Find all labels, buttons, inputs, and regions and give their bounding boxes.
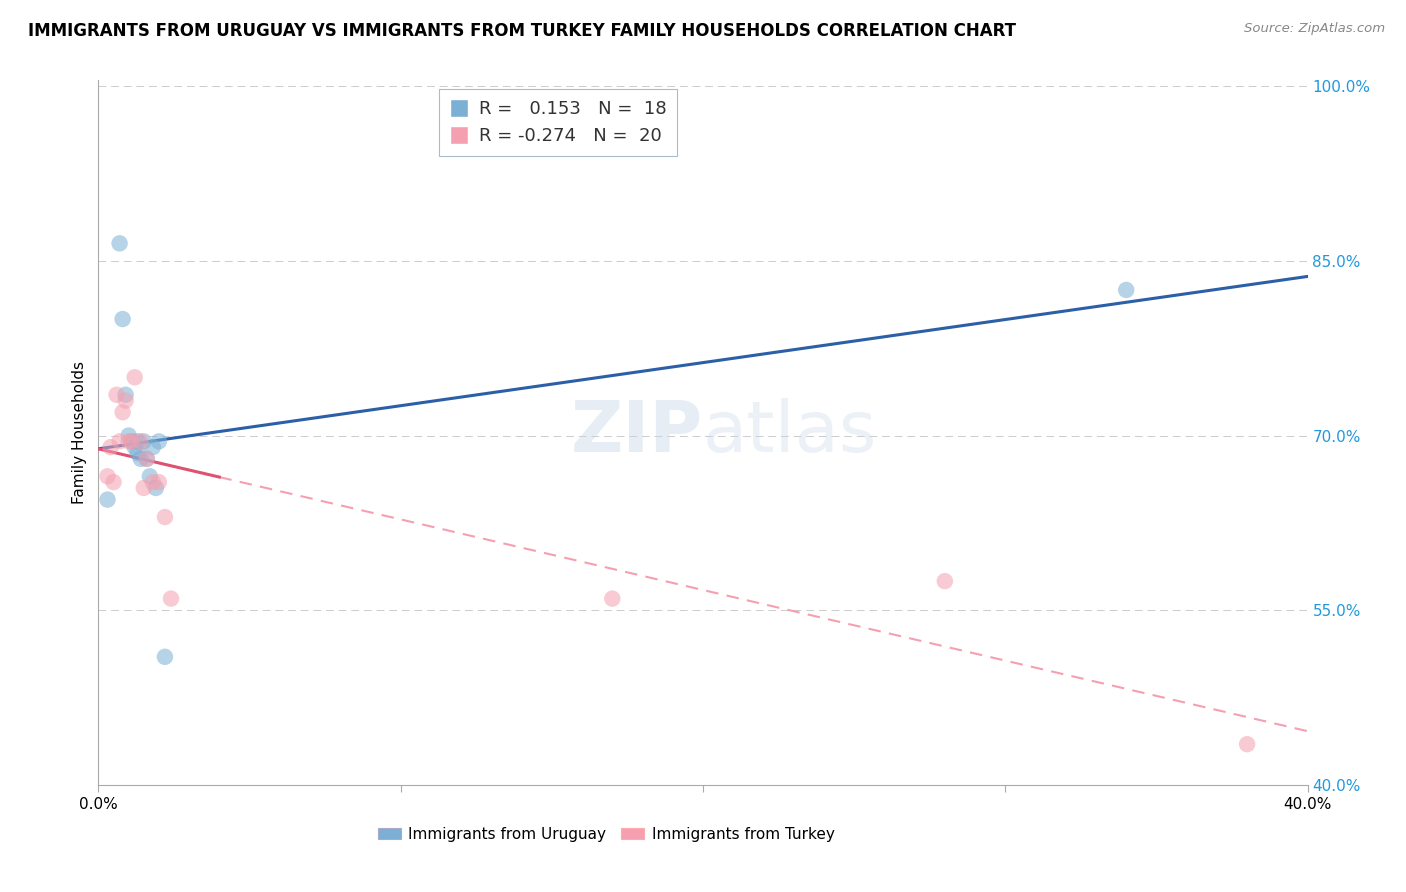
Point: [1236, 737, 1258, 751]
Point: [96, 492, 118, 507]
Point: [129, 451, 152, 466]
Point: [142, 440, 165, 454]
Point: [127, 434, 149, 449]
Y-axis label: Family Households: Family Households: [72, 361, 87, 504]
Text: Source: ZipAtlas.com: Source: ZipAtlas.com: [1244, 22, 1385, 36]
Point: [135, 451, 157, 466]
Point: [114, 393, 136, 408]
Point: [153, 510, 176, 524]
Point: [96, 469, 118, 483]
Point: [111, 312, 134, 326]
Point: [135, 451, 157, 466]
Point: [132, 481, 155, 495]
Point: [118, 428, 141, 442]
Point: [142, 475, 165, 489]
Point: [145, 481, 167, 495]
Point: [129, 434, 152, 449]
Point: [108, 236, 131, 251]
Point: [1115, 283, 1137, 297]
Point: [148, 475, 170, 489]
Text: ZIP: ZIP: [571, 398, 703, 467]
Point: [124, 370, 146, 384]
Point: [114, 388, 136, 402]
Point: [148, 434, 170, 449]
Point: [127, 446, 149, 460]
Legend: Immigrants from Uruguay, Immigrants from Turkey: Immigrants from Uruguay, Immigrants from…: [371, 821, 841, 847]
Point: [121, 434, 143, 449]
Point: [139, 469, 162, 483]
Point: [153, 649, 176, 664]
Text: IMMIGRANTS FROM URUGUAY VS IMMIGRANTS FROM TURKEY FAMILY HOUSEHOLDS CORRELATION : IMMIGRANTS FROM URUGUAY VS IMMIGRANTS FR…: [28, 22, 1017, 40]
Point: [105, 388, 128, 402]
Point: [602, 591, 624, 606]
Point: [100, 440, 122, 454]
Point: [124, 440, 146, 454]
Text: atlas: atlas: [703, 398, 877, 467]
Point: [108, 434, 131, 449]
Point: [934, 574, 956, 588]
Point: [132, 434, 155, 449]
Point: [111, 405, 134, 419]
Point: [103, 475, 125, 489]
Point: [160, 591, 183, 606]
Point: [118, 434, 141, 449]
Point: [121, 434, 143, 449]
